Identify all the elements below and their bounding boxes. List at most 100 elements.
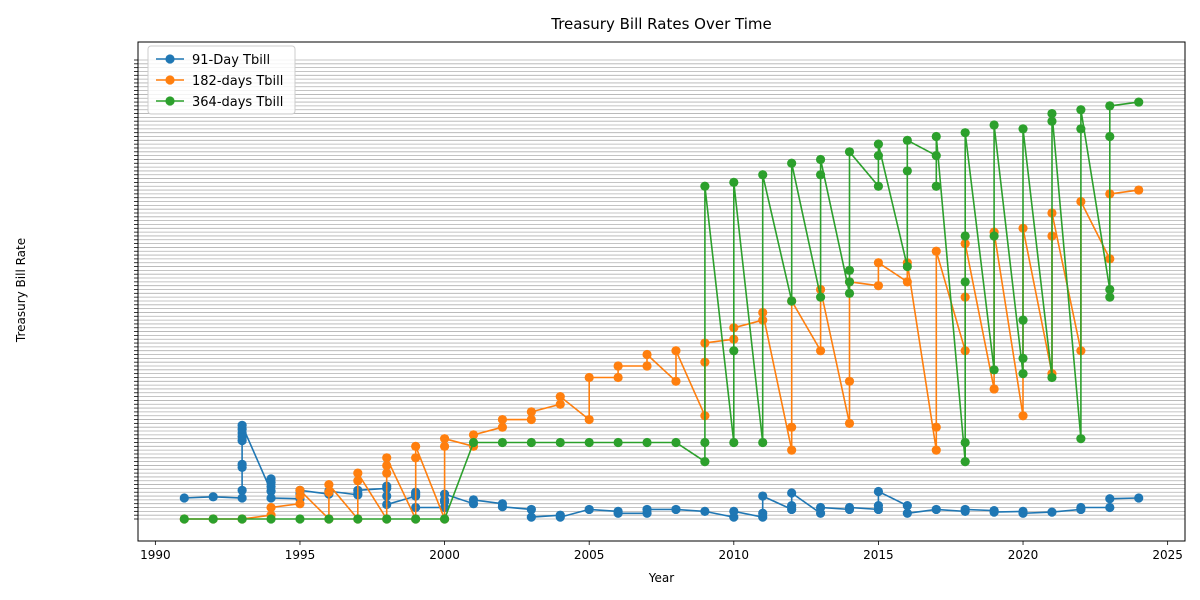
data-point bbox=[671, 376, 681, 386]
data-point bbox=[613, 508, 623, 518]
data-point bbox=[584, 372, 594, 383]
x-tick-label: 2010 bbox=[719, 548, 750, 562]
y-axis-label: Treasury Bill Rate bbox=[14, 238, 28, 343]
data-point bbox=[584, 504, 594, 515]
legend-label: 182-days Tbill bbox=[192, 74, 283, 89]
data-point bbox=[787, 422, 797, 432]
x-tick-label: 2000 bbox=[429, 548, 460, 562]
data-point bbox=[931, 422, 941, 432]
x-tick-label: 2020 bbox=[1008, 548, 1039, 562]
data-point bbox=[208, 514, 218, 524]
data-point bbox=[815, 154, 826, 165]
data-point bbox=[671, 504, 681, 515]
data-point bbox=[960, 231, 970, 241]
data-point bbox=[1076, 502, 1086, 513]
data-point bbox=[989, 231, 999, 241]
data-point bbox=[700, 506, 710, 516]
data-point bbox=[353, 514, 363, 524]
data-point bbox=[960, 128, 970, 138]
data-point bbox=[1134, 493, 1144, 503]
data-point bbox=[844, 376, 855, 386]
data-point bbox=[989, 507, 999, 517]
data-point bbox=[1047, 372, 1057, 383]
data-point bbox=[960, 277, 970, 287]
data-point bbox=[1018, 508, 1028, 518]
legend-marker bbox=[165, 54, 175, 64]
data-point bbox=[758, 491, 768, 501]
data-point bbox=[295, 485, 305, 495]
legend-box bbox=[147, 45, 296, 115]
legend-label: 91-Day Tbill bbox=[192, 53, 270, 68]
data-point bbox=[931, 246, 941, 256]
data-point bbox=[758, 437, 768, 448]
data-point bbox=[555, 512, 565, 522]
x-axis-label: Year bbox=[648, 571, 674, 585]
data-point bbox=[237, 493, 247, 503]
data-point bbox=[439, 514, 450, 524]
data-point bbox=[526, 504, 536, 515]
data-point bbox=[324, 487, 334, 497]
data-point bbox=[671, 346, 681, 356]
data-point bbox=[353, 468, 363, 478]
data-point bbox=[1076, 105, 1086, 115]
legend: 91-Day Tbill 182-days Tbill 364-days Tbill bbox=[147, 45, 296, 115]
data-point bbox=[902, 261, 912, 272]
data-point bbox=[295, 514, 305, 524]
data-point bbox=[497, 414, 508, 425]
data-point bbox=[555, 399, 565, 409]
data-point bbox=[729, 437, 739, 448]
data-point bbox=[873, 151, 884, 161]
data-point bbox=[787, 488, 797, 498]
data-point bbox=[873, 501, 884, 511]
data-point bbox=[324, 479, 334, 490]
data-point bbox=[1047, 108, 1057, 119]
data-point bbox=[1105, 502, 1115, 513]
data-point bbox=[382, 453, 392, 463]
data-point bbox=[1105, 292, 1115, 302]
data-point bbox=[844, 147, 855, 157]
data-point bbox=[613, 372, 623, 383]
series-layer bbox=[179, 97, 1144, 524]
series-91-day-tbill bbox=[179, 420, 1144, 522]
data-point bbox=[468, 437, 479, 448]
data-point bbox=[526, 407, 536, 417]
data-point bbox=[1047, 116, 1057, 126]
series-364-days-tbill bbox=[179, 97, 1144, 524]
data-point bbox=[411, 514, 421, 524]
data-point bbox=[902, 135, 912, 145]
data-point bbox=[237, 485, 247, 495]
data-point bbox=[844, 288, 855, 298]
data-point bbox=[873, 486, 884, 497]
data-point bbox=[642, 361, 652, 371]
data-point bbox=[931, 504, 941, 515]
data-point bbox=[266, 502, 276, 513]
data-point bbox=[1018, 315, 1028, 325]
data-point bbox=[526, 414, 536, 425]
data-point bbox=[960, 504, 970, 515]
data-point bbox=[497, 437, 508, 448]
data-point bbox=[902, 277, 912, 287]
data-point bbox=[642, 349, 652, 360]
data-point bbox=[237, 514, 247, 524]
data-point bbox=[468, 495, 479, 505]
data-point bbox=[555, 392, 565, 402]
data-point bbox=[815, 502, 826, 513]
data-point bbox=[295, 499, 305, 509]
data-point bbox=[960, 457, 970, 467]
data-point bbox=[844, 502, 855, 513]
data-point bbox=[931, 131, 941, 142]
data-point bbox=[844, 418, 855, 428]
data-point bbox=[700, 457, 710, 467]
data-point bbox=[729, 506, 739, 516]
data-point bbox=[873, 258, 884, 268]
data-point bbox=[902, 166, 912, 176]
data-point bbox=[1105, 494, 1115, 504]
data-point bbox=[787, 445, 797, 455]
chart-title: Treasury Bill Rates Over Time bbox=[550, 15, 771, 33]
legend-marker bbox=[165, 96, 175, 106]
data-point bbox=[642, 437, 652, 448]
data-point bbox=[439, 434, 450, 444]
data-point bbox=[989, 365, 999, 375]
data-point bbox=[989, 384, 999, 394]
